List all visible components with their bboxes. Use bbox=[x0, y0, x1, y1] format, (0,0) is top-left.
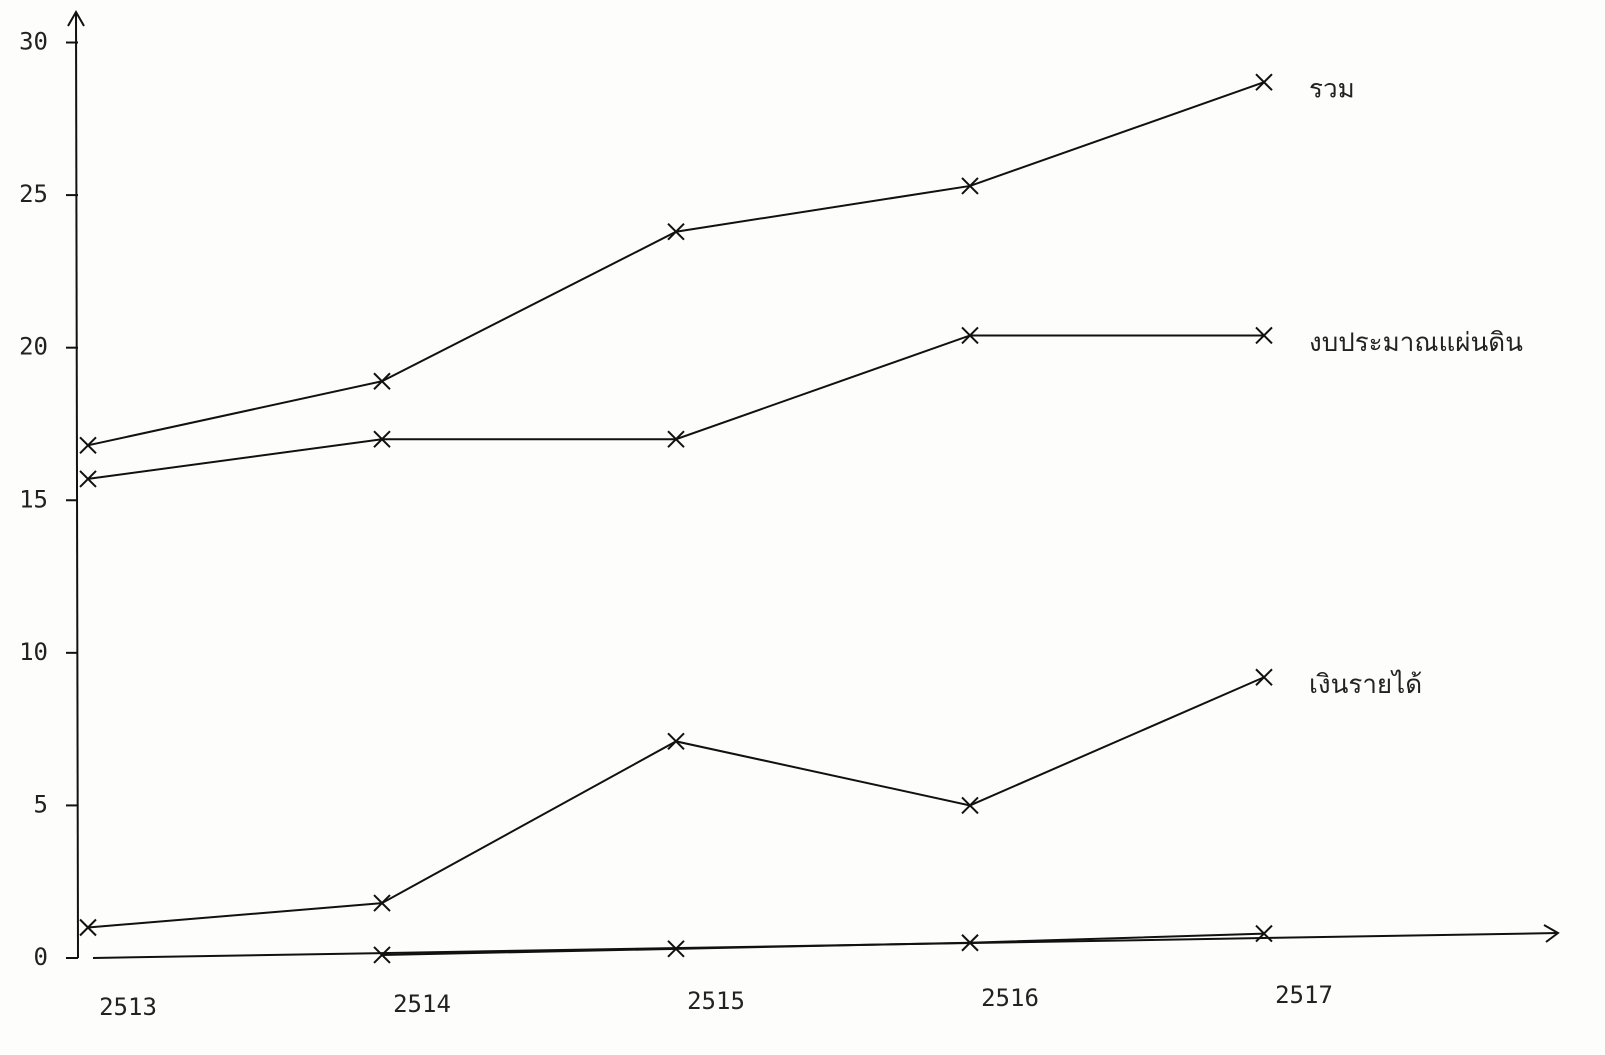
data-point bbox=[1255, 924, 1273, 943]
data-point bbox=[667, 223, 685, 241]
data-point bbox=[961, 177, 979, 195]
data-point bbox=[373, 946, 391, 964]
y-axis-arrow bbox=[67, 9, 85, 27]
data-point bbox=[373, 894, 391, 912]
series-line bbox=[87, 81, 1265, 447]
x-tick-label: 2515 bbox=[687, 987, 745, 1015]
x-axis-arrow bbox=[1543, 924, 1560, 943]
data-point bbox=[1255, 668, 1273, 686]
x-tick-label: 2513 bbox=[99, 993, 157, 1021]
series-label: งบประมาณแผ่นดิน bbox=[1309, 328, 1523, 358]
series-line bbox=[87, 676, 1265, 929]
y-tick-label: 25 bbox=[19, 180, 48, 208]
y-tick-label: 0 bbox=[34, 943, 48, 971]
x-tick-label: 2514 bbox=[393, 990, 451, 1018]
series-label: รวม bbox=[1309, 75, 1355, 105]
series-line bbox=[381, 932, 1265, 956]
x-tick-label: 2516 bbox=[981, 984, 1039, 1012]
y-tick-label: 20 bbox=[19, 333, 48, 361]
y-tick-label: 30 bbox=[19, 28, 48, 56]
data-point bbox=[961, 326, 979, 345]
data-point bbox=[79, 918, 97, 937]
data-point bbox=[79, 470, 97, 488]
y-axis bbox=[75, 11, 79, 959]
data-point bbox=[961, 796, 979, 815]
data-point bbox=[79, 436, 97, 455]
data-point bbox=[667, 732, 685, 751]
x-tick-label: 2517 bbox=[1275, 981, 1333, 1009]
series-label: เงินรายได้ bbox=[1309, 669, 1422, 700]
y-tick-label: 5 bbox=[34, 790, 48, 818]
y-tick-label: 10 bbox=[19, 638, 48, 666]
data-point bbox=[961, 934, 979, 952]
y-tick-label: 15 bbox=[19, 485, 48, 513]
data-point bbox=[667, 940, 685, 958]
data-point bbox=[1255, 326, 1273, 345]
data-point bbox=[373, 430, 391, 448]
data-point bbox=[667, 430, 685, 448]
data-point bbox=[373, 372, 391, 390]
data-point bbox=[1255, 73, 1273, 91]
